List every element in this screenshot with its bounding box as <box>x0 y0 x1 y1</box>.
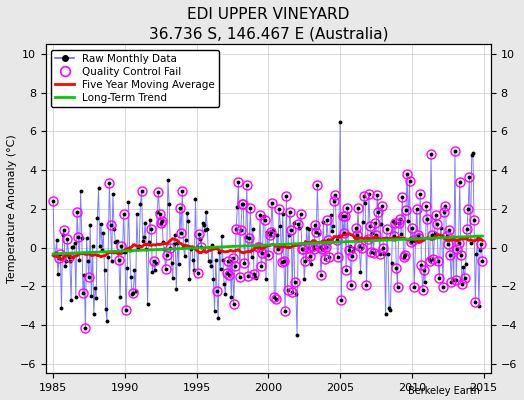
Legend: Raw Monthly Data, Quality Control Fail, Five Year Moving Average, Long-Term Tren: Raw Monthly Data, Quality Control Fail, … <box>51 50 220 107</box>
Title: EDI UPPER VINEYARD
36.736 S, 146.467 E (Australia): EDI UPPER VINEYARD 36.736 S, 146.467 E (… <box>149 7 388 42</box>
Y-axis label: Temperature Anomaly (°C): Temperature Anomaly (°C) <box>7 134 17 283</box>
Text: Berkeley Earth: Berkeley Earth <box>408 386 479 396</box>
